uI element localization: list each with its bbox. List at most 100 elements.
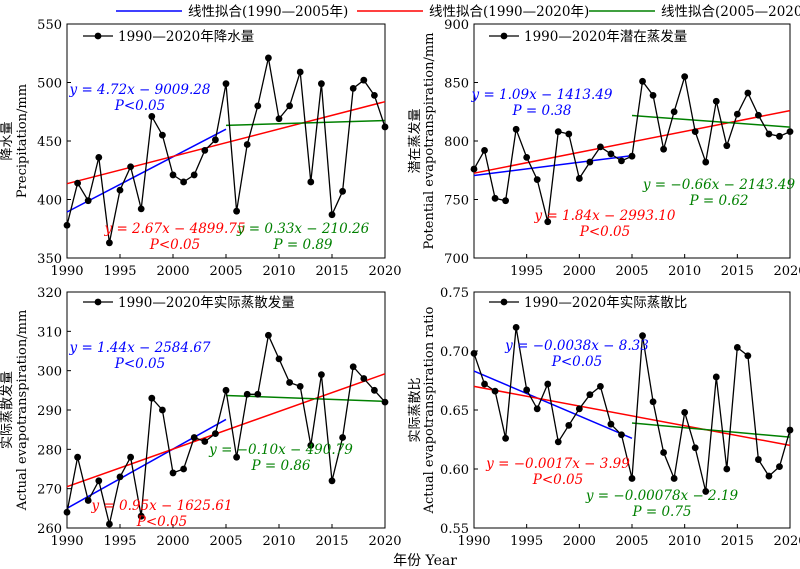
x-tick-label: 2020 [773, 534, 800, 549]
data-point [723, 465, 731, 473]
data-point [169, 469, 177, 477]
fit-p-value: P<0.05 [114, 356, 165, 372]
x-axis-title: 年份 Year [393, 553, 457, 569]
data-point [265, 54, 272, 62]
y-tick-label: 0.75 [440, 286, 469, 301]
panel-precipitation: 1990 1995 2000 2005 2010 2015 2020 350 400 450 500… [0, 18, 402, 279]
data-point [670, 108, 678, 116]
y-tick-label: 290 [37, 404, 62, 419]
data-point [349, 363, 357, 371]
data-point [201, 438, 209, 445]
panel-legend-label: 1990—2020年降水量 [118, 29, 254, 45]
trend-line [631, 114, 791, 128]
x-tick-label: 2015 [315, 264, 348, 279]
legend-label-fit-2005-2020: 线性拟合(2005—2020年) [661, 4, 800, 20]
data-point [254, 102, 262, 110]
data-point [169, 171, 177, 179]
fit-p-value: P<0.05 [136, 514, 187, 530]
panel-actual-et: 1990 1995 2000 2005 2010 2015 2020 260 270 280 290… [0, 286, 402, 549]
y-tick-label: 500 [37, 77, 62, 92]
legend-label-fit-1990-2020: 线性拟合(1990—2020年) [429, 4, 589, 20]
data-point [660, 449, 667, 456]
plot-frame [66, 291, 386, 529]
x-tick-label: 2010 [668, 264, 701, 279]
trend-line [66, 100, 386, 185]
data-point [148, 394, 156, 402]
data-point [159, 131, 166, 139]
x-tick-label: 2010 [668, 534, 701, 549]
y-tick-label: 280 [37, 443, 62, 458]
data-point [744, 352, 752, 360]
y-tick-label: 300 [37, 365, 62, 380]
data-point [733, 110, 741, 118]
y-tick-label: 400 [37, 194, 62, 209]
data-point [470, 349, 478, 357]
data-point [243, 141, 251, 148]
x-tick-label: 2000 [156, 534, 189, 549]
y-tick-label: 310 [37, 325, 62, 340]
data-point [491, 387, 499, 395]
panel-et-ratio: 1990 1995 2000 2005 2010 2015 2020 0.55 0.60 0.65… [408, 286, 800, 549]
trend-line [66, 373, 386, 488]
y-tick-label: 0.70 [440, 345, 469, 360]
data-point [254, 390, 262, 398]
fit-equation: y = −0.10x − 490.79 [208, 442, 353, 458]
data-point [670, 475, 678, 482]
data-point [63, 221, 71, 229]
y-axis-title-cn: 潜在蒸发量 [407, 108, 423, 173]
fit-equation: y = 1.09x − 1413.49 [471, 87, 613, 103]
fit-equation: y = 2.67x − 4899.75 [104, 221, 246, 237]
data-point [575, 175, 583, 182]
fit-p-value: P<0.05 [551, 354, 602, 370]
data-point [712, 97, 720, 105]
data-point [339, 434, 346, 441]
x-tick-label: 1990 [50, 534, 83, 549]
x-tick-label: 2005 [615, 264, 648, 279]
x-tick-label: 2005 [209, 264, 242, 279]
fit-equation: y = 0.33x − 210.26 [236, 221, 370, 237]
fit-equation: y = 4.72x − 9009.28 [69, 82, 211, 98]
data-point [318, 371, 325, 378]
data-point [275, 115, 283, 123]
fit-p-value: P = 0.89 [272, 237, 332, 253]
data-point [512, 125, 520, 133]
data-point [137, 512, 145, 520]
data-point [712, 373, 720, 381]
data-point [755, 111, 762, 119]
x-tick-label: 2020 [368, 264, 401, 279]
data-point [116, 473, 124, 481]
fit-p-value: P<0.05 [579, 224, 630, 240]
x-tick-label: 1990 [50, 264, 83, 279]
data-point [765, 472, 773, 480]
fit-equation: y = −0.0038x − 8.33 [504, 338, 649, 354]
x-tick-label: 1995 [103, 534, 136, 549]
data-point [565, 421, 573, 429]
x-tick-label: 2015 [315, 534, 348, 549]
data-point [212, 430, 219, 437]
data-point [691, 444, 699, 452]
data-point [286, 102, 293, 110]
data-point [233, 207, 241, 215]
x-tick-label: 2005 [615, 534, 648, 549]
x-tick-label: 2005 [209, 534, 242, 549]
data-point [744, 89, 752, 97]
data-point [597, 383, 604, 390]
y-axis-title-en: Actual evapotranspiration ratio [422, 306, 437, 514]
x-tick-label: 1990 [457, 534, 490, 549]
x-tick-label: 1995 [103, 264, 136, 279]
y-axis-title-cn: 实际蒸散比 [408, 377, 423, 442]
data-point [116, 186, 124, 194]
data-point [586, 158, 594, 166]
data-point [702, 158, 710, 166]
data-point [502, 434, 509, 442]
data-point [533, 405, 541, 413]
trend-line [473, 109, 791, 174]
x-tick-label: 2020 [368, 534, 401, 549]
x-tick-label: 2000 [563, 264, 596, 279]
fit-p-value: P<0.05 [149, 237, 200, 253]
x-tick-label: 2000 [563, 534, 596, 549]
data-point [544, 218, 552, 226]
panel-legend-marker [94, 32, 102, 40]
y-tick-label: 850 [444, 77, 469, 92]
